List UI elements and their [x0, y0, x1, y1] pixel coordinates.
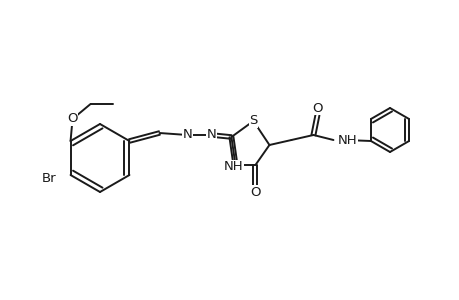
- Text: Br: Br: [42, 172, 56, 185]
- Text: O: O: [312, 101, 322, 115]
- Text: N: N: [182, 128, 192, 142]
- Text: O: O: [67, 112, 78, 125]
- Text: O: O: [250, 185, 260, 199]
- Text: N: N: [206, 128, 216, 142]
- Text: S: S: [249, 115, 257, 128]
- Text: NH: NH: [337, 134, 356, 148]
- Text: NH: NH: [223, 160, 243, 173]
